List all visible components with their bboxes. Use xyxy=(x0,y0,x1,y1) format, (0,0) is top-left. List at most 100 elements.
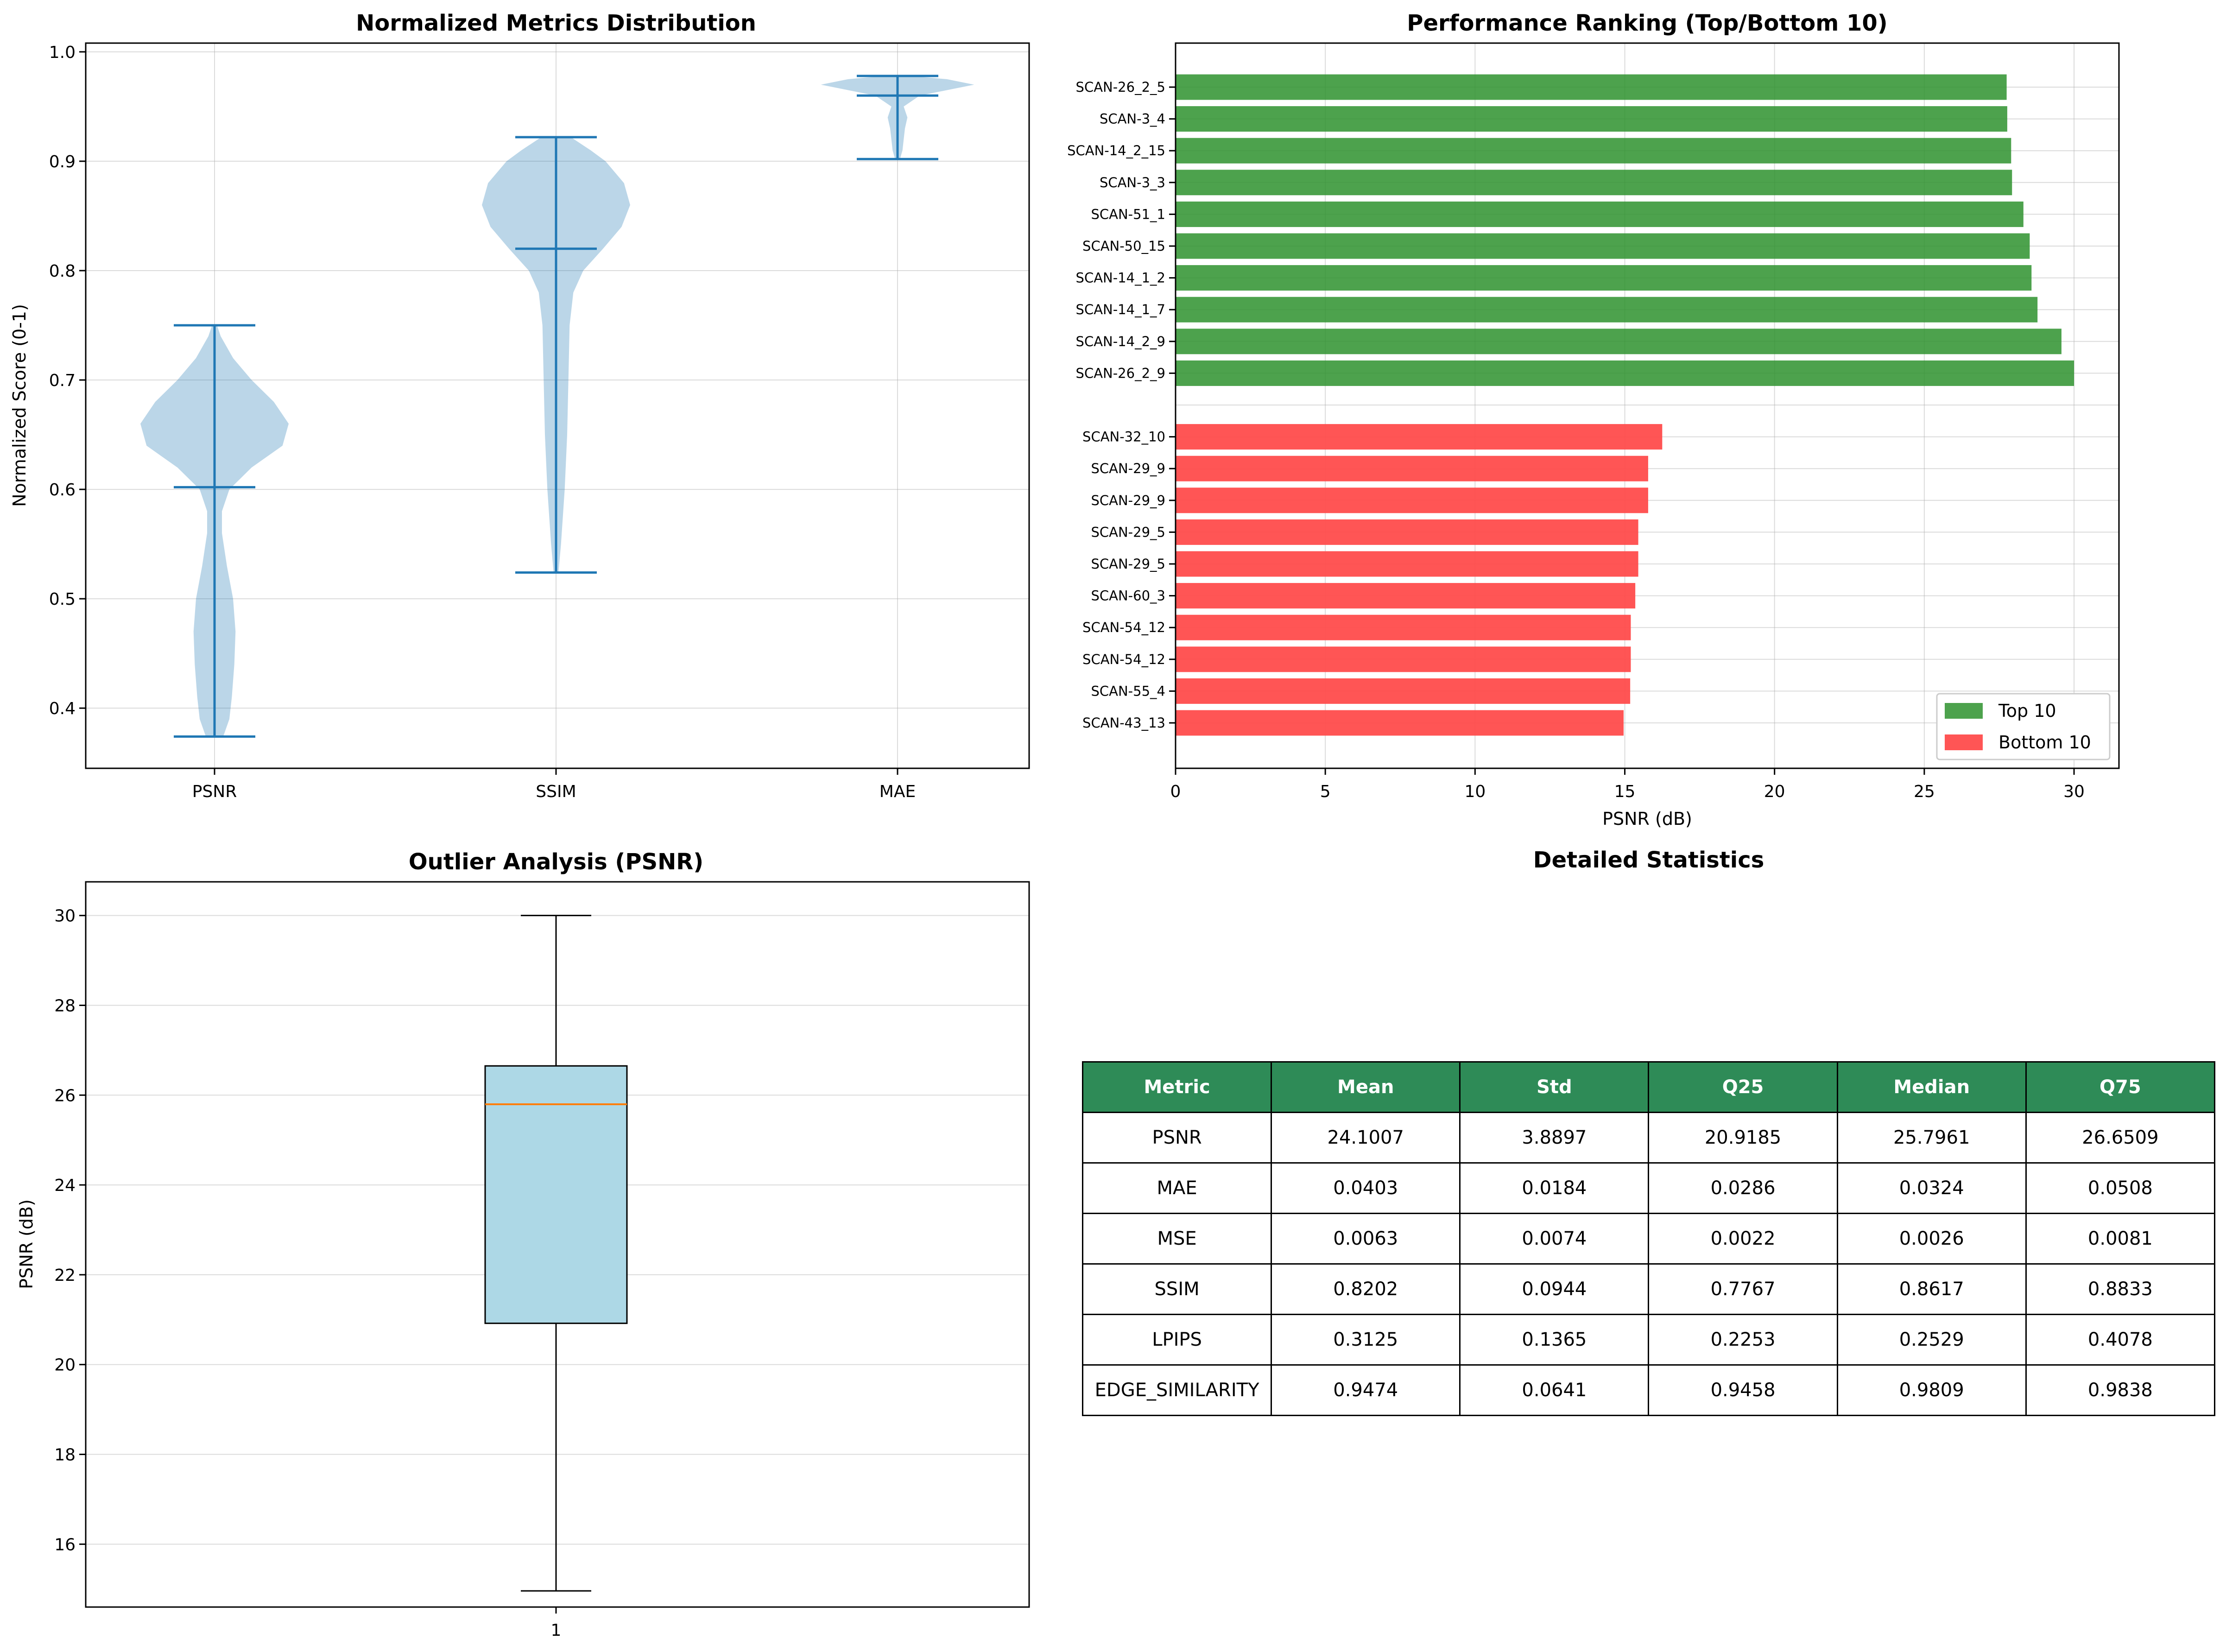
violin-y-tick-label: 1.0 xyxy=(49,43,76,62)
col-header-q25: Q25 xyxy=(1648,1061,1838,1113)
table-cell: SSIM xyxy=(1081,1263,1272,1315)
bar-y-tick-label: SCAN-54_12 xyxy=(1082,620,1165,635)
bar-x-tick-label: 10 xyxy=(1464,782,1486,801)
bar-bottom10 xyxy=(1176,710,1624,736)
bar-y-tick-label: SCAN-14_2_9 xyxy=(1076,334,1165,349)
bar-y-tick-label: SCAN-14_1_7 xyxy=(1076,302,1165,317)
statistics-table: Metric Mean Std Q25 Median Q75 PSNR 24.1… xyxy=(1081,1061,2216,1416)
box-y-tick-label: 24 xyxy=(54,1176,76,1195)
bar-top10 xyxy=(1176,233,2030,259)
table-cell: 25.7961 xyxy=(1836,1112,2027,1164)
bar-bottom10 xyxy=(1176,678,1631,704)
table-row: MAE 0.0403 0.0184 0.0286 0.0324 0.0508 xyxy=(1081,1162,2216,1214)
bar-y-tick-label: SCAN-43_13 xyxy=(1082,715,1165,731)
bar-top10 xyxy=(1176,170,2012,196)
table-cell: 0.0403 xyxy=(1271,1162,1461,1214)
bar-y-tick-label: SCAN-51_1 xyxy=(1091,206,1165,222)
table-cell: 0.9458 xyxy=(1648,1364,1838,1416)
table-cell: 0.0324 xyxy=(1836,1162,2027,1214)
table-cell: 0.0063 xyxy=(1271,1213,1461,1265)
bar-top10 xyxy=(1176,329,2062,354)
bar-xlabel: PSNR (dB) xyxy=(1602,809,1692,829)
bar-top10 xyxy=(1176,106,2007,132)
bar-bottom10 xyxy=(1176,519,1638,545)
table-header-row: Metric Mean Std Q25 Median Q75 xyxy=(1081,1061,2216,1113)
table-cell: 0.9838 xyxy=(2025,1364,2216,1416)
bar-x-tick-label: 20 xyxy=(1764,782,1785,801)
box-x-tick-label: 1 xyxy=(551,1621,562,1640)
bar-y-tick-label: SCAN-14_2_15 xyxy=(1067,143,1165,158)
bar-y-tick-label: SCAN-29_9 xyxy=(1091,461,1165,476)
bar-bottom10 xyxy=(1176,424,1663,450)
bar-x-tick-label: 0 xyxy=(1170,782,1181,801)
table-cell: 0.9474 xyxy=(1271,1364,1461,1416)
table-row: PSNR 24.1007 3.8897 20.9185 25.7961 26.6… xyxy=(1081,1112,2216,1164)
bar-x-tick-label: 5 xyxy=(1320,782,1331,801)
bar-top10 xyxy=(1176,297,2038,323)
box-y-tick-label: 18 xyxy=(54,1446,76,1465)
violin-x-tick-label: PSNR xyxy=(192,782,237,801)
bar-y-tick-label: SCAN-3_4 xyxy=(1100,111,1165,127)
bar-y-tick-label: SCAN-60_3 xyxy=(1091,588,1165,604)
bar-y-tick-label: SCAN-26_2_5 xyxy=(1076,79,1165,95)
bar-plot-frame xyxy=(1175,42,2120,769)
bar-y-tick-label: SCAN-55_4 xyxy=(1091,683,1165,699)
table-cell: 0.7767 xyxy=(1648,1263,1838,1315)
bar-bottom10 xyxy=(1176,646,1631,672)
bar-x-tick-label: 30 xyxy=(2063,782,2085,801)
table-cell: 0.9809 xyxy=(1836,1364,2027,1416)
box-y-tick-label: 28 xyxy=(54,996,76,1015)
violin-ylabel: Normalized Score (0-1) xyxy=(9,304,30,507)
legend: Top 10 Bottom 10 xyxy=(1936,693,2111,760)
violin-y-tick-label: 0.7 xyxy=(49,371,76,390)
table-cell: 0.0944 xyxy=(1459,1263,1650,1315)
table-cell: 0.2253 xyxy=(1648,1314,1838,1366)
bar-top10 xyxy=(1176,201,2024,227)
bar-y-tick-label: SCAN-29_5 xyxy=(1091,524,1165,540)
bar-y-tick-label: SCAN-50_15 xyxy=(1082,238,1165,254)
bar-bottom10 xyxy=(1176,614,1631,640)
bar-bottom10 xyxy=(1176,456,1648,481)
table-cell: 0.3125 xyxy=(1271,1314,1461,1366)
bar-top10 xyxy=(1176,265,2032,291)
table-row: SSIM 0.8202 0.0944 0.7767 0.8617 0.8833 xyxy=(1081,1263,2216,1315)
table-cell: 0.8617 xyxy=(1836,1263,2027,1315)
box-ylabel: PSNR (dB) xyxy=(16,1199,37,1289)
bar-title: Performance Ranking (Top/Bottom 10) xyxy=(1407,10,1887,36)
table-cell: 20.9185 xyxy=(1648,1112,1838,1164)
table-cell: 0.0184 xyxy=(1459,1162,1650,1214)
bar-y-tick-label: SCAN-54_12 xyxy=(1082,652,1165,667)
table-row: MSE 0.0063 0.0074 0.0022 0.0026 0.0081 xyxy=(1081,1213,2216,1265)
bar-bottom10 xyxy=(1176,583,1636,609)
violin-x-tick-label: MAE xyxy=(879,782,916,801)
table-cell: 0.0508 xyxy=(2025,1162,2216,1214)
box-y-tick-label: 20 xyxy=(54,1356,76,1375)
bar-y-tick-label: SCAN-29_5 xyxy=(1091,556,1165,572)
table-cell: 3.8897 xyxy=(1459,1112,1650,1164)
table-cell: EDGE_SIMILARITY xyxy=(1081,1364,1272,1416)
table-row: LPIPS 0.3125 0.1365 0.2253 0.2529 0.4078 xyxy=(1081,1314,2216,1366)
violin-y-tick-label: 0.5 xyxy=(49,590,76,609)
col-header-mean: Mean xyxy=(1271,1061,1461,1113)
bar-x-tick-label: 25 xyxy=(1914,782,1935,801)
violin-y-tick-label: 0.4 xyxy=(49,699,76,718)
violin-panel: Normalized Metrics Distribution 0.4 0.5 0.… xyxy=(9,10,1030,801)
col-header-metric: Metric xyxy=(1081,1061,1272,1113)
violin-x-tick-label: SSIM xyxy=(536,782,576,801)
table-title: Detailed Statistics xyxy=(1533,847,1764,873)
table-cell: 26.6509 xyxy=(2025,1112,2216,1164)
bar-bottom10 xyxy=(1176,487,1648,513)
box-iqr xyxy=(484,1065,628,1324)
bar-y-tick-label: SCAN-14_1_2 xyxy=(1076,270,1165,286)
table-cell: 0.0641 xyxy=(1459,1364,1650,1416)
violin-y-tick-label: 0.6 xyxy=(49,481,76,500)
table-cell: 0.8202 xyxy=(1271,1263,1461,1315)
table-cell: 0.0074 xyxy=(1459,1213,1650,1265)
table-cell: 24.1007 xyxy=(1271,1112,1461,1164)
table-cell: 0.8833 xyxy=(2025,1263,2216,1315)
violin-title: Normalized Metrics Distribution xyxy=(356,10,756,36)
box-title: Outlier Analysis (PSNR) xyxy=(409,849,703,875)
violin-y-tick-label: 0.8 xyxy=(49,262,76,281)
box-y-tick-label: 22 xyxy=(54,1266,76,1285)
bar-top10 xyxy=(1176,74,2007,100)
